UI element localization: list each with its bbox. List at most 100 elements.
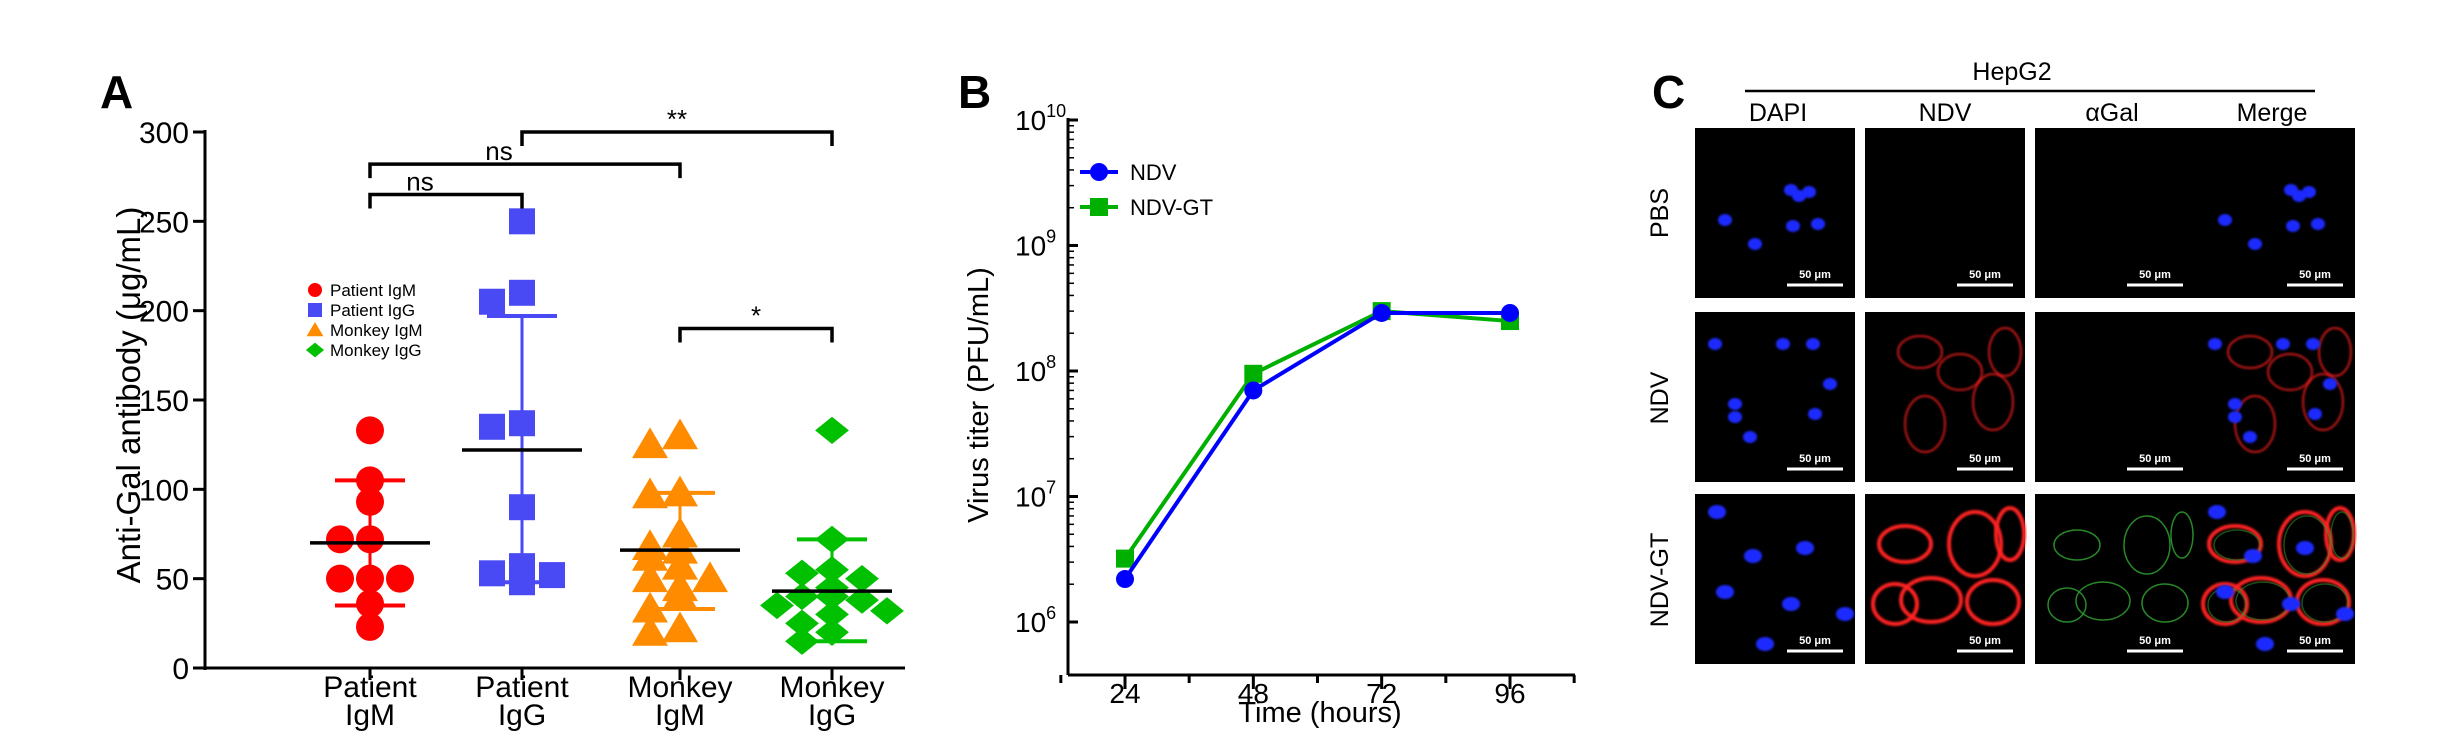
ndv-signal [1988,327,2022,377]
dapi-nucleus [2243,431,2257,443]
dapi-nucleus [1782,597,1800,611]
column-label: αGal [2085,99,2138,127]
y-tick-exponent: 8 [1046,352,1056,372]
data-point [815,416,849,445]
dapi-nucleus [1716,585,1734,599]
dapi-nucleus [2308,408,2322,420]
data-point [356,525,384,554]
dapi-nucleus [1811,218,1825,230]
data-point [845,586,879,614]
ndv-signal [1937,353,1983,391]
dapi-nucleus [1718,214,1732,226]
micrograph-grid: 50 μm 50 μm 50 μm 50 μm 50 μm 50 μm 50 μm 50 μm… [1695,128,2356,664]
legend-marker [308,283,322,297]
y-tick-exponent: 7 [1046,478,1056,498]
data-point [785,609,819,637]
micrograph-background [1695,128,1855,298]
micrograph-background [2035,128,2195,298]
y-tick-label: 200 [139,296,189,329]
micrograph-tile: 50 μm [1695,128,1855,298]
category-label-line1: Monkey [779,671,884,704]
scale-bar-label: 50 μm [2299,269,2331,281]
dapi-nucleus [2292,190,2306,202]
ndv-signal [2277,510,2333,578]
micrograph-tile: 50 μm [2035,128,2195,298]
panel-a-marks [310,208,904,655]
panel-c-group-label: HepG2 [1972,58,2051,86]
micrograph-tile: 50 μm [2035,312,2195,482]
row-label: PBS [1646,188,1674,238]
panel-b-x-axis-title: Time (hours) [1238,697,1401,729]
agal-signal [2283,515,2331,575]
panel-a-letter: A [100,66,133,118]
y-tick-label: 107 [1015,478,1056,513]
y-tick-label: 100 [139,474,189,507]
data-point [509,410,535,437]
dapi-nucleus [1796,541,1814,555]
scale-bar-label: 50 μm [2299,453,2331,465]
data-point [509,279,535,306]
dapi-nucleus [2286,220,2300,232]
dapi-nucleus [1786,220,1800,232]
data-point [1116,570,1134,589]
legend-marker [308,303,322,317]
ndv-signal [1904,395,1946,453]
panel-a: A Anti-Gal antibody (μg/mL) 0 50 100 150 200… [100,66,905,732]
data-point [479,560,505,587]
data-point [509,208,535,235]
micrograph-background [2195,128,2355,298]
legend-marker [306,321,324,337]
panel-b-legend: NDV NDV-GT [1080,160,1213,220]
dapi-nucleus [2311,218,2325,230]
micrograph-background [1865,312,2025,482]
legend-marker [305,342,325,358]
data-point [870,597,904,625]
legend-label: NDV [1130,160,1177,185]
significance-label: ** [667,104,687,134]
data-point [815,618,849,646]
dapi-nucleus [1776,338,1790,350]
dapi-nucleus [1708,505,1726,519]
dapi-nucleus [1836,607,1854,621]
data-point [632,561,668,593]
micrograph-background [1695,312,1855,482]
ndv-signal [1994,506,2026,562]
data-point [662,611,698,643]
scale-bar-label: 50 μm [2139,635,2171,647]
dapi-nucleus [1792,190,1806,202]
dapi-nucleus [1748,238,1762,250]
x-tick-label: 72 [1366,678,1397,709]
agal-signal [2123,515,2171,575]
significance-bracket [520,130,834,146]
legend-label: Patient IgM [330,281,416,300]
dapi-nucleus [2218,214,2232,226]
agal-signal [2047,587,2087,623]
agal-signal [2330,511,2354,559]
dapi-nucleus [1744,549,1762,563]
y-tick-label: 106 [1015,603,1056,638]
legend-marker [1090,163,1108,181]
dapi-nucleus [2336,607,2354,621]
y-tick-exponent: 10 [1046,101,1066,121]
ndv-signal [1899,576,1963,624]
ndv-signal [1972,373,2014,431]
column-label: Merge [2237,99,2308,127]
ndv-signal [2318,327,2352,377]
micrograph-tile: 50 μm [1695,494,1855,664]
data-point [509,569,535,596]
micrograph-tile: 50 μm [1865,128,2025,298]
data-point [479,413,505,440]
panel-b-marks [1116,302,1519,589]
data-point [356,564,384,593]
column-label: NDV [1919,99,1972,127]
dapi-nucleus [2228,411,2242,423]
category-label-line2: IgM [655,699,705,732]
ndv-signal [2267,353,2313,391]
x-tick-label: 48 [1238,678,1269,709]
scale-bar-label: 50 μm [1969,635,2001,647]
data-point [662,418,698,450]
category-label-line2: IgM [345,699,395,732]
dapi-nucleus [2208,338,2222,350]
